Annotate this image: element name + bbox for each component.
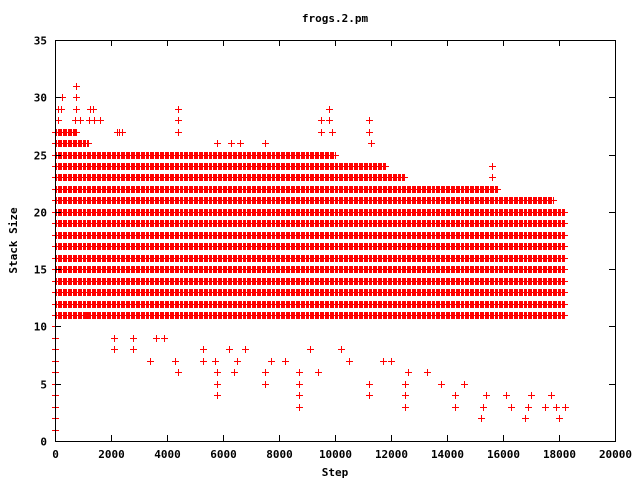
- band-point: [561, 266, 568, 273]
- y-axis-label: Stack Size: [7, 207, 20, 274]
- data-points: [52, 83, 569, 434]
- x-axis-label: Step: [322, 466, 349, 479]
- band-point: [561, 232, 568, 239]
- chart-title: frogs.2.pm: [302, 12, 369, 25]
- band-point: [561, 278, 568, 285]
- band-point: [561, 243, 568, 250]
- band-point: [561, 289, 568, 296]
- band-point: [561, 312, 568, 319]
- band-point: [561, 255, 568, 262]
- band-point: [561, 301, 568, 308]
